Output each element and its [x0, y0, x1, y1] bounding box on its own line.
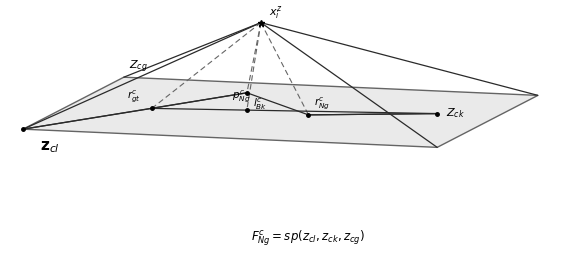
Polygon shape	[23, 77, 538, 147]
Text: $r_{gt}^c$: $r_{gt}^c$	[127, 89, 141, 104]
Text: $Z_{ck}$: $Z_{ck}$	[445, 107, 465, 121]
Text: $r_{Ng}^c$: $r_{Ng}^c$	[314, 95, 330, 111]
Text: $l_{Bk}^c$: $l_{Bk}^c$	[252, 97, 267, 112]
Text: $p_{Ng}^c$: $p_{Ng}^c$	[232, 89, 251, 104]
Text: $Z_{cg}$: $Z_{cg}$	[130, 58, 148, 74]
Text: $F_{Ng}^c = sp(z_{cl}, z_{ck}, z_{cg})$: $F_{Ng}^c = sp(z_{cl}, z_{ck}, z_{cg})$	[251, 229, 366, 248]
Text: $\mathbf{z}_{cl}$: $\mathbf{z}_{cl}$	[40, 140, 59, 155]
Text: $x_i^z$: $x_i^z$	[269, 4, 283, 21]
